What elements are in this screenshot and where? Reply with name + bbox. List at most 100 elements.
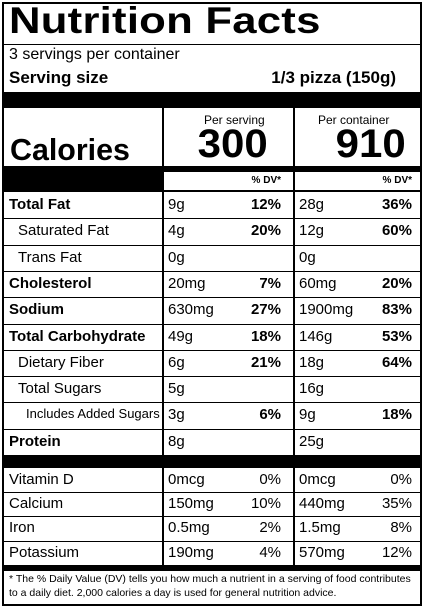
micronutrient-name: Vitamin D — [9, 471, 74, 488]
nutrient-row-divider — [4, 376, 420, 378]
micronutrient-container-amount: 1.5mg — [299, 519, 341, 537]
column-separator-container — [293, 108, 295, 192]
nutrient-container-amount: 0g — [299, 248, 316, 266]
micronutrient-serving-dv: 2% — [259, 519, 281, 537]
nutrient-row-divider — [4, 402, 420, 404]
micronutrient-row-divider — [4, 516, 420, 518]
nutrient-container-dv: 18% — [381, 406, 412, 424]
micronutrient-container-amount: 570mg — [299, 543, 345, 561]
title-divider — [4, 44, 420, 45]
nutrient-name: Total Fat — [9, 196, 71, 213]
nutrient-row-divider — [4, 218, 420, 220]
nutrient-serving-amount: 5g — [168, 380, 185, 398]
nutrient-container-amount: 12g — [299, 222, 325, 240]
dv-header-serving: % DV* — [251, 175, 281, 186]
per-serving-header: Per serving — [204, 113, 265, 127]
micronutrient-serving-dv: 4% — [259, 543, 281, 561]
calories-per-serving: 300 — [197, 122, 268, 166]
nutrient-serving-amount: 0g — [168, 248, 185, 266]
calories-divider-left-block — [4, 166, 162, 192]
nutrient-row-divider — [4, 244, 420, 246]
nutrient-container-amount: 9g — [299, 406, 316, 424]
nutrient-serving-amount: 8g — [168, 432, 185, 450]
serving-size-label: Serving size — [9, 68, 109, 87]
footnote: * The % Daily Value (DV) tells you how m… — [9, 573, 411, 599]
nutrient-serving-dv: 20% — [250, 222, 281, 240]
micronutrient-serving-dv: 0% — [259, 471, 281, 488]
calories-divider — [4, 166, 420, 172]
nutrient-container-amount: 25g — [299, 432, 325, 450]
nutrient-serving-dv: 18% — [250, 327, 281, 345]
footnote-divider — [4, 565, 420, 571]
micro-column-line-serving — [162, 468, 164, 565]
label-title: Nutrition Facts — [9, 0, 321, 41]
micronutrient-container-amount: 440mg — [299, 495, 345, 513]
column-separator-serving — [162, 108, 164, 192]
micronutrient-name: Calcium — [9, 495, 64, 513]
dv-header-container: % DV* — [382, 175, 412, 186]
micronutrient-container-dv: 12% — [381, 543, 412, 561]
nutrient-serving-dv: 27% — [250, 301, 281, 319]
nutrient-name: Saturated Fat — [18, 222, 109, 240]
nutrient-name: Dietary Fiber — [18, 353, 104, 371]
nutrient-container-amount: 146g — [299, 327, 333, 345]
nutrient-serving-amount: 3g — [168, 406, 185, 424]
nutrient-serving-amount: 20mg — [168, 274, 206, 292]
micronutrient-serving-amount: 150mg — [168, 495, 214, 513]
micronutrient-container-dv: 0% — [390, 471, 412, 488]
nutrient-serving-amount: 49g — [168, 327, 194, 345]
dv-header-divider — [162, 190, 420, 192]
micronutrient-serving-dv: 10% — [250, 495, 281, 513]
nutrient-name: Includes Added Sugars — [26, 406, 160, 422]
micro-column-line-container — [293, 468, 295, 565]
nutrient-row-divider — [4, 270, 420, 272]
nutrient-column-line-container — [293, 192, 295, 455]
nutrient-serving-dv: 6% — [259, 406, 281, 424]
micronutrient-name: Potassium — [9, 543, 80, 561]
thick-divider-bottom — [4, 455, 420, 468]
nutrient-container-amount: 60mg — [299, 274, 337, 292]
nutrient-container-dv: 36% — [381, 196, 412, 213]
nutrient-serving-amount: 4g — [168, 222, 185, 240]
nutrient-container-dv: 20% — [381, 274, 412, 292]
calories-per-container: 910 — [335, 122, 406, 166]
nutrient-row-divider — [4, 323, 420, 325]
nutrient-serving-amount: 9g — [168, 196, 185, 213]
nutrient-container-dv: 53% — [381, 327, 412, 345]
micronutrient-serving-amount: 0mcg — [168, 471, 205, 488]
nutrient-container-dv: 83% — [381, 301, 412, 319]
thick-divider-top — [4, 92, 420, 108]
serving-size-value: 1/3 pizza (150g) — [271, 68, 396, 87]
nutrient-container-dv: 64% — [381, 353, 412, 371]
micronutrient-row-divider — [4, 540, 420, 542]
nutrient-serving-dv: 7% — [259, 274, 281, 292]
micronutrient-serving-amount: 190mg — [168, 543, 214, 561]
calories-label: Calories — [10, 132, 130, 167]
nutrient-name: Protein — [9, 432, 61, 450]
micronutrient-serving-amount: 0.5mg — [168, 519, 210, 537]
per-container-header: Per container — [318, 113, 390, 127]
nutrient-name: Sodium — [9, 301, 64, 319]
micronutrient-name: Iron — [9, 519, 35, 537]
nutrient-container-amount: 28g — [299, 196, 325, 213]
nutrient-serving-amount: 630mg — [168, 301, 214, 319]
nutrient-serving-amount: 6g — [168, 353, 185, 371]
nutrient-serving-dv: 21% — [250, 353, 281, 371]
micronutrient-row-divider — [4, 492, 420, 494]
nutrient-container-amount: 1900mg — [299, 301, 354, 319]
nutrient-container-dv: 60% — [381, 222, 412, 240]
nutrient-name: Cholesterol — [9, 274, 92, 292]
nutrient-container-amount: 18g — [299, 353, 325, 371]
nutrient-name: Trans Fat — [18, 248, 82, 266]
nutrient-row-divider — [4, 349, 420, 351]
nutrient-name: Total Sugars — [18, 380, 102, 398]
micronutrient-container-amount: 0mcg — [299, 471, 336, 488]
nutrient-column-line-serving — [162, 192, 164, 455]
servings-per-container: 3 servings per container — [9, 46, 180, 63]
micronutrient-container-dv: 35% — [381, 495, 412, 513]
nutrient-name: Total Carbohydrate — [9, 327, 146, 345]
micronutrient-container-dv: 8% — [390, 519, 412, 537]
nutrient-serving-dv: 12% — [250, 196, 281, 213]
nutrient-row-divider — [4, 428, 420, 430]
